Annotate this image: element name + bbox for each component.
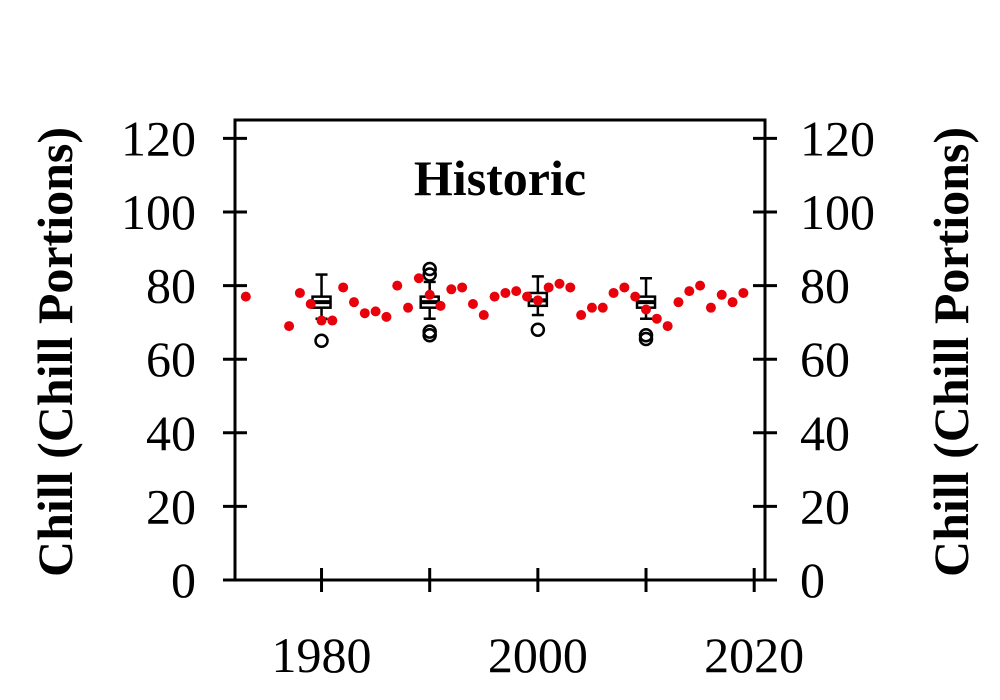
left-y-tick-label-120: 120 [121, 110, 196, 166]
observed-point-2019 [738, 287, 749, 298]
left-y-tick-label-0: 0 [171, 552, 196, 608]
right-y-tick-label-0: 0 [800, 552, 825, 608]
boxplot-outlier [638, 328, 654, 343]
observed-point-2003 [565, 282, 576, 293]
observed-point-2005 [586, 302, 597, 313]
observed-point-2002 [554, 278, 565, 289]
boxplots [311, 261, 657, 349]
boxplot-outlier [422, 267, 437, 282]
observed-point-1995 [478, 310, 489, 321]
left-y-tick-label-100: 100 [121, 184, 196, 240]
left-y-tick-label-60: 60 [146, 331, 196, 387]
left-y-tick-label-40: 40 [146, 405, 196, 461]
x-tick-label-1980: 1980 [272, 627, 372, 683]
right-y-tick-label-120: 120 [800, 110, 875, 166]
right-y-tick-label-80: 80 [800, 258, 850, 314]
observed-point-1978 [294, 287, 305, 298]
observed-point-1973 [240, 291, 251, 302]
observed-point-1987 [392, 280, 403, 291]
observed-point-1988 [403, 302, 414, 313]
boxplot-1990 [419, 261, 440, 343]
right-y-tick-label-100: 100 [800, 184, 875, 240]
observed-point-1984 [359, 308, 370, 319]
right-y-axis-label: Chill (Chill Portions) [923, 127, 979, 577]
observed-point-1986 [381, 311, 392, 322]
observed-point-1979 [305, 299, 316, 309]
boxplot-outlier [314, 333, 329, 349]
observed-point-2013 [673, 297, 684, 308]
observed-point-1983 [348, 297, 359, 308]
observed-point-2017 [716, 289, 727, 300]
plot-frame [233, 118, 767, 582]
observed-point-1977 [284, 321, 295, 332]
observed-point-1989 [413, 273, 424, 284]
right-y-axis-ticks: 0 20 40 60 80 100 120 [753, 110, 875, 608]
right-y-tick-label-40: 40 [800, 405, 850, 461]
right-y-tick-label-20: 20 [800, 478, 850, 534]
observed-point-1985 [370, 306, 381, 317]
observed-point-1982 [338, 282, 349, 293]
observed-point-2012 [662, 321, 673, 332]
boxplot-2010 [635, 276, 657, 347]
x-tick-label-2000: 2000 [488, 627, 588, 683]
observed-point-2018 [727, 297, 738, 308]
x-tick-label-2020: 2020 [704, 627, 804, 683]
boxplot-1980 [311, 273, 332, 349]
observed-points [240, 273, 749, 332]
observed-point-2009 [630, 291, 641, 302]
chart-title: Historic [414, 150, 586, 206]
observed-point-2007 [608, 287, 619, 298]
boxplot-outlier [530, 322, 546, 338]
observed-point-1980 [316, 315, 327, 326]
observed-point-1991 [435, 300, 446, 311]
observed-point-2015 [695, 280, 706, 291]
x-axis-ticks: 1980 2000 2020 [272, 568, 804, 683]
observed-point-1994 [467, 299, 478, 309]
boxplot-outlier [422, 324, 437, 339]
observed-point-2011 [651, 313, 662, 324]
observed-point-2016 [705, 302, 716, 313]
observed-point-2001 [543, 282, 554, 293]
observed-point-1996 [489, 291, 500, 302]
observed-point-1981 [327, 315, 338, 326]
observed-point-1999 [522, 291, 533, 302]
boxplot-outlier [422, 261, 437, 277]
left-y-tick-label-20: 20 [146, 478, 196, 534]
observed-point-1998 [511, 286, 522, 297]
left-y-tick-label-80: 80 [146, 258, 196, 314]
left-y-axis-label: Chill (Chill Portions) [27, 127, 83, 577]
observed-point-2000 [532, 295, 543, 306]
left-y-axis-ticks: 0 20 40 60 80 100 120 [121, 110, 247, 608]
observed-point-2006 [597, 302, 608, 313]
observed-point-1992 [446, 284, 457, 295]
observed-point-2008 [619, 282, 630, 293]
observed-point-1990 [424, 289, 435, 300]
observed-point-1997 [500, 287, 511, 298]
right-y-tick-label-60: 60 [800, 331, 850, 387]
observed-point-2010 [641, 304, 652, 315]
observed-point-1993 [457, 282, 468, 293]
observed-point-2014 [684, 286, 695, 297]
observed-point-2004 [576, 310, 587, 321]
